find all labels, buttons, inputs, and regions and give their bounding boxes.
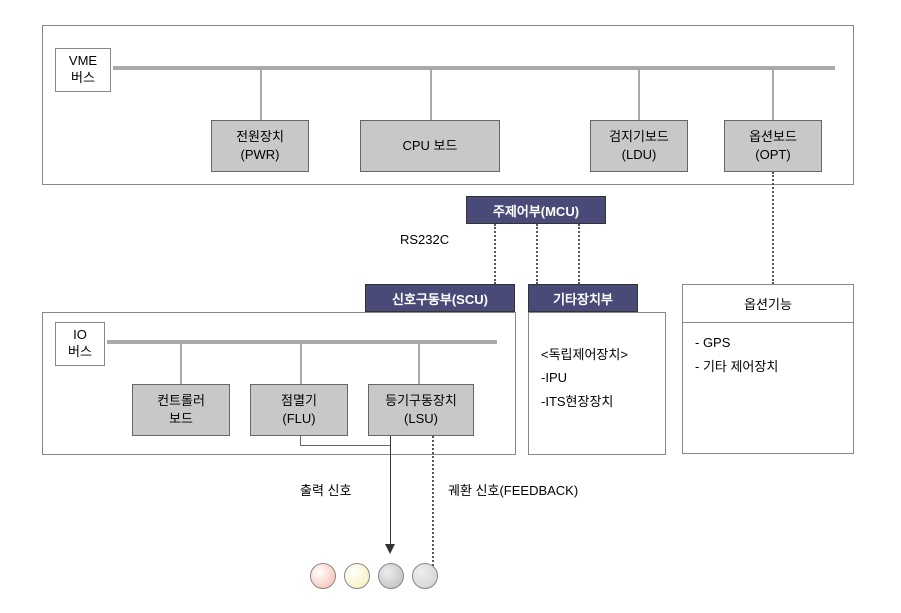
etc-line-2: -ITS현장장치 — [541, 390, 653, 413]
ctrl-box: 컨트롤러 보드 — [132, 384, 230, 436]
etc-line-1: -IPU — [541, 366, 653, 389]
io-line1: IO — [64, 327, 96, 344]
flu-down-stub — [300, 436, 301, 445]
flu-lsu-connector — [300, 445, 390, 446]
pwr-l1: 전원장치 — [236, 128, 284, 146]
mcu-dot-mid — [536, 224, 538, 284]
vme-drop-opt — [772, 70, 774, 120]
feedback-label: 궤환 신호(FEEDBACK) — [448, 480, 578, 499]
io-drop-ctrl — [180, 344, 182, 384]
vme-drop-cpu — [430, 70, 432, 120]
flu-l2: (FLU) — [282, 410, 315, 428]
option-item-1: - 기타 제어장치 — [695, 355, 841, 378]
io-drop-flu — [300, 344, 302, 384]
mcu-label: 주제어부(MCU) — [493, 201, 579, 220]
scu-label: 신호구동부(SCU) — [392, 289, 488, 308]
circle-gray2 — [412, 563, 438, 589]
opt-l1: 옵션보드 — [749, 128, 797, 146]
ldu-box: 검지기보드 (LDU) — [590, 120, 688, 172]
output-arrow — [385, 544, 395, 554]
io-bus-label: IO 버스 — [55, 322, 105, 366]
circle-red — [310, 563, 336, 589]
output-label: 출력 신호 — [300, 480, 351, 499]
io-bus-line — [107, 340, 497, 344]
ldu-l2: (LDU) — [622, 146, 657, 164]
ldu-l1: 검지기보드 — [609, 128, 669, 146]
ctrl-l2: 보드 — [169, 410, 193, 428]
output-line — [390, 436, 391, 546]
etc-line-0: <독립제어장치> — [541, 343, 653, 366]
ctrl-l1: 컨트롤러 — [157, 392, 205, 410]
etc-box-header: 기타장치부 — [528, 284, 638, 312]
etc-content-box: <독립제어장치> -IPU -ITS현장장치 — [528, 312, 666, 455]
feedback-dot — [432, 436, 434, 566]
lsu-box: 등기구동장치 (LSU) — [368, 384, 474, 436]
pwr-box: 전원장치 (PWR) — [211, 120, 309, 172]
option-hr — [683, 322, 853, 323]
circle-gray1 — [378, 563, 404, 589]
vme-drop-ldu — [638, 70, 640, 120]
lsu-l1: 등기구동장치 — [385, 392, 457, 410]
vme-drop-pwr — [260, 70, 262, 120]
cpu-box: CPU 보드 — [360, 120, 500, 172]
io-drop-lsu — [418, 344, 420, 384]
mcu-dot-left — [494, 224, 496, 284]
opt-box: 옵션보드 (OPT) — [724, 120, 822, 172]
vme-bus-line — [113, 66, 835, 70]
flu-l1: 점멸기 — [281, 392, 317, 410]
circle-yellow — [344, 563, 370, 589]
pwr-l2: (PWR) — [241, 146, 280, 164]
option-box: 옵션기능 - GPS - 기타 제어장치 — [682, 284, 854, 454]
rs232c-label: RS232C — [400, 232, 449, 247]
scu-box: 신호구동부(SCU) — [365, 284, 515, 312]
option-title: 옵션기능 — [695, 293, 841, 316]
cpu-l1: CPU 보드 — [403, 137, 458, 155]
etc-label: 기타장치부 — [553, 289, 613, 308]
vme-line2: 버스 — [64, 70, 102, 87]
mcu-box: 주제어부(MCU) — [466, 196, 606, 224]
opt-dot — [772, 172, 774, 284]
option-item-0: - GPS — [695, 331, 841, 354]
mcu-dot-right — [578, 224, 580, 284]
vme-line1: VME — [64, 53, 102, 70]
io-line2: 버스 — [64, 344, 96, 361]
opt-l2: (OPT) — [755, 146, 790, 164]
vme-bus-label: VME 버스 — [55, 48, 111, 92]
lsu-l2: (LSU) — [404, 410, 438, 428]
flu-box: 점멸기 (FLU) — [250, 384, 348, 436]
